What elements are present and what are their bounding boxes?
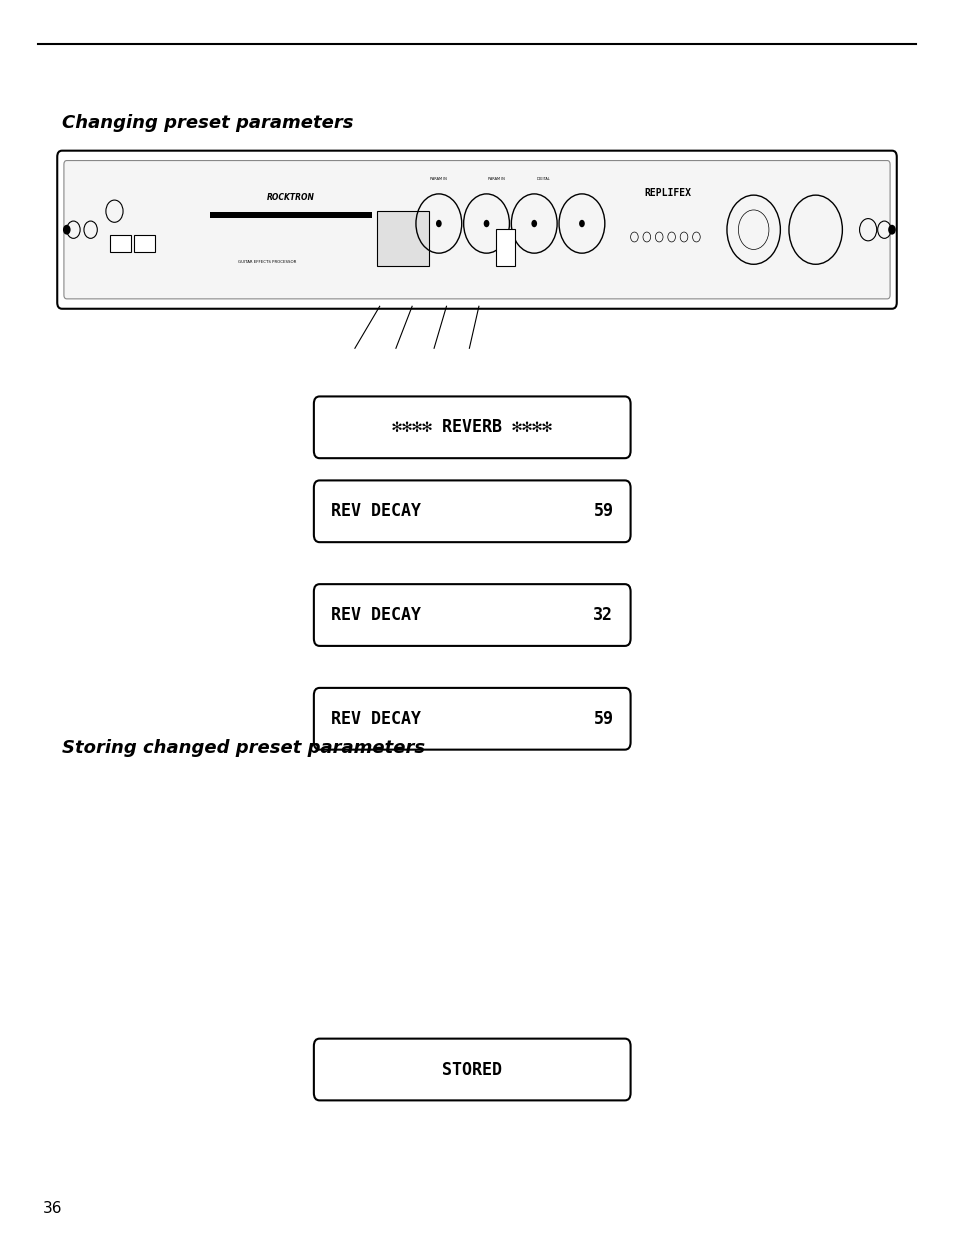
Text: REV DECAY: REV DECAY (331, 606, 420, 624)
Text: PARAM IN: PARAM IN (487, 177, 504, 180)
Text: REV DECAY: REV DECAY (331, 710, 420, 727)
FancyBboxPatch shape (314, 1039, 630, 1100)
Bar (133, 235, 154, 252)
Circle shape (436, 220, 441, 227)
Circle shape (578, 220, 584, 227)
FancyBboxPatch shape (64, 161, 889, 299)
FancyBboxPatch shape (314, 396, 630, 458)
Text: 32: 32 (593, 606, 613, 624)
Text: PARAM IN: PARAM IN (430, 177, 447, 180)
FancyBboxPatch shape (314, 584, 630, 646)
FancyBboxPatch shape (314, 480, 630, 542)
Text: ✻✻✻✻ REVERB ✻✻✻✻: ✻✻✻✻ REVERB ✻✻✻✻ (392, 419, 552, 436)
Text: 59: 59 (593, 503, 613, 520)
Text: ROCKTRON: ROCKTRON (267, 193, 314, 203)
Circle shape (887, 225, 895, 235)
FancyBboxPatch shape (57, 151, 896, 309)
Text: REV DECAY: REV DECAY (331, 503, 420, 520)
Text: DIGITAL: DIGITAL (537, 177, 550, 180)
Bar (376, 210, 429, 267)
Circle shape (63, 225, 71, 235)
Circle shape (531, 220, 537, 227)
Text: GUITAR EFFECTS PROCESSOR: GUITAR EFFECTS PROCESSOR (237, 259, 296, 264)
Bar (210, 212, 372, 219)
Circle shape (483, 220, 489, 227)
FancyBboxPatch shape (314, 688, 630, 750)
Bar (496, 230, 515, 267)
Text: REPLIFEX: REPLIFEX (643, 188, 691, 199)
Text: 59: 59 (593, 710, 613, 727)
Bar (110, 235, 131, 252)
Text: 36: 36 (43, 1202, 62, 1216)
Text: STORED: STORED (442, 1061, 501, 1078)
Text: Storing changed preset parameters: Storing changed preset parameters (62, 739, 425, 757)
Text: Changing preset parameters: Changing preset parameters (62, 114, 354, 132)
